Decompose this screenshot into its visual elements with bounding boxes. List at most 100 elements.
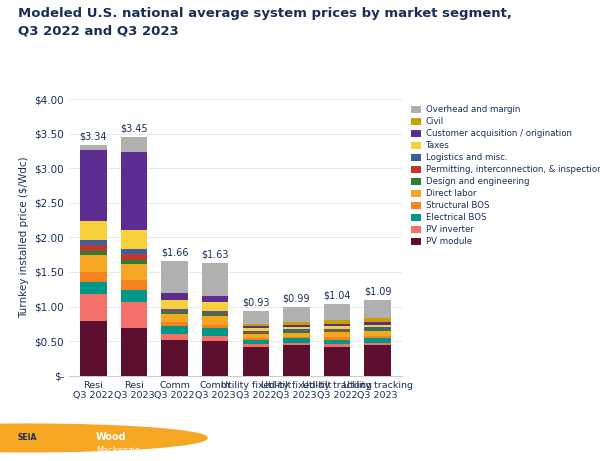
Bar [161,334,188,340]
Bar [202,328,229,336]
Bar [121,280,147,290]
Bar [324,340,350,344]
Bar [324,330,350,331]
Bar [202,313,229,314]
Bar [242,340,269,344]
Text: $0.93: $0.93 [242,298,269,308]
Bar [80,255,107,272]
Y-axis label: Turnkey installed price ($/Wdc): Turnkey installed price ($/Wdc) [19,157,29,318]
Bar [242,312,269,324]
Bar [80,221,107,241]
Bar [80,245,107,251]
Bar [324,304,350,320]
Bar [121,260,147,264]
Text: $1.09: $1.09 [364,287,391,297]
Bar [161,294,188,300]
Bar [242,334,269,338]
Bar [324,326,350,329]
Bar [80,150,107,221]
Bar [80,294,107,321]
Bar [364,331,391,336]
Bar [202,314,229,316]
Bar [324,347,350,376]
Legend: Overhead and margin, Civil, Customer acquisition / origination, Taxes, Logistics: Overhead and margin, Civil, Customer acq… [409,103,600,248]
Bar [202,296,229,302]
Bar [121,290,147,301]
Bar [202,336,229,341]
Bar [364,343,391,345]
Text: $1.04: $1.04 [323,290,351,301]
Bar [324,331,350,332]
Bar [324,344,350,347]
Bar [283,322,310,325]
Bar [202,341,229,376]
Bar [242,332,269,333]
Bar [324,320,350,324]
Text: $1.66: $1.66 [161,248,188,258]
Bar [121,301,147,328]
Text: $0.99: $0.99 [283,294,310,304]
Bar [283,331,310,333]
Bar [121,230,147,249]
Bar [161,340,188,376]
Text: Wood: Wood [96,432,127,442]
Bar [80,321,107,376]
Bar [242,333,269,334]
Bar [121,264,147,280]
Bar [202,311,229,313]
Bar [364,345,391,376]
Bar [283,329,310,331]
Bar [242,328,269,331]
Bar [283,338,310,343]
Text: $1.63: $1.63 [202,249,229,260]
Bar [242,338,269,340]
Text: SEIA: SEIA [17,433,37,443]
Bar [283,325,310,326]
Bar [283,333,310,337]
Text: Source: SEIA/Wood Mackenzie Solar Market Insight Report Q4 2023: Source: SEIA/Wood Mackenzie Solar Market… [312,433,582,443]
Bar [364,338,391,343]
Bar [121,254,147,260]
Bar [242,326,269,328]
Bar [202,302,229,311]
Bar [364,329,391,331]
Bar [364,336,391,338]
Bar [324,324,350,326]
Bar [161,261,188,294]
Bar [121,152,147,230]
Bar [283,343,310,345]
Bar [80,251,107,255]
Bar [364,325,391,327]
Bar [324,332,350,337]
Bar [80,282,107,294]
Bar [202,263,229,296]
Bar [121,137,147,152]
Text: Modeled U.S. national average system prices by market segment,
Q3 2022 and Q3 20: Modeled U.S. national average system pri… [18,7,512,37]
Bar [364,318,391,323]
Bar [242,324,269,326]
Bar [161,309,188,311]
Text: $3.45: $3.45 [120,124,148,134]
Bar [80,272,107,282]
Bar [202,316,229,325]
Circle shape [0,424,207,452]
Bar [202,325,229,328]
Bar [121,249,147,254]
Bar [364,323,391,325]
Bar [161,323,188,326]
Bar [242,331,269,332]
Bar [242,347,269,376]
Bar [324,337,350,340]
Bar [161,300,188,309]
Bar [283,307,310,322]
Bar [161,311,188,312]
Bar [324,329,350,330]
Text: Mackenzie: Mackenzie [96,446,140,455]
Bar [80,241,107,245]
Text: $3.34: $3.34 [80,131,107,142]
Bar [283,345,310,376]
Bar [364,327,391,329]
Bar [364,301,391,318]
Bar [80,145,107,150]
Bar [283,337,310,338]
